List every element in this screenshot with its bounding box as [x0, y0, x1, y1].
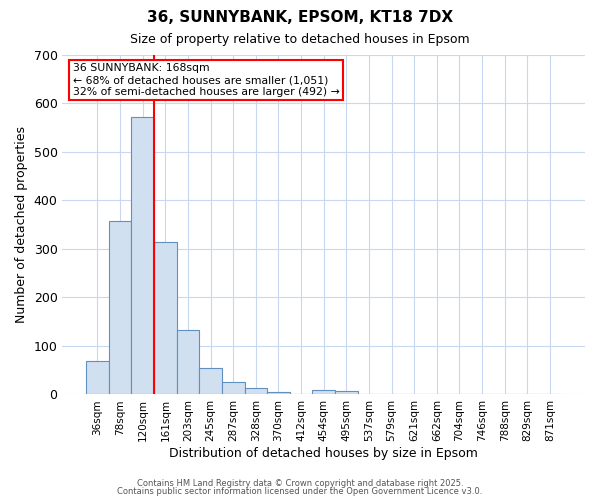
Text: Size of property relative to detached houses in Epsom: Size of property relative to detached ho…	[130, 32, 470, 46]
Text: 36, SUNNYBANK, EPSOM, KT18 7DX: 36, SUNNYBANK, EPSOM, KT18 7DX	[147, 10, 453, 25]
Bar	[222, 382, 245, 394]
Bar	[154, 242, 176, 394]
Bar	[335, 390, 358, 394]
Bar	[267, 392, 290, 394]
Bar	[199, 368, 222, 394]
Bar	[176, 330, 199, 394]
X-axis label: Distribution of detached houses by size in Epsom: Distribution of detached houses by size …	[169, 447, 478, 460]
Text: 36 SUNNYBANK: 168sqm
← 68% of detached houses are smaller (1,051)
32% of semi-de: 36 SUNNYBANK: 168sqm ← 68% of detached h…	[73, 64, 340, 96]
Bar	[109, 222, 131, 394]
Y-axis label: Number of detached properties: Number of detached properties	[15, 126, 28, 323]
Bar	[131, 116, 154, 394]
Bar	[86, 362, 109, 394]
Bar	[313, 390, 335, 394]
Text: Contains public sector information licensed under the Open Government Licence v3: Contains public sector information licen…	[118, 487, 482, 496]
Bar	[245, 388, 267, 394]
Text: Contains HM Land Registry data © Crown copyright and database right 2025.: Contains HM Land Registry data © Crown c…	[137, 478, 463, 488]
